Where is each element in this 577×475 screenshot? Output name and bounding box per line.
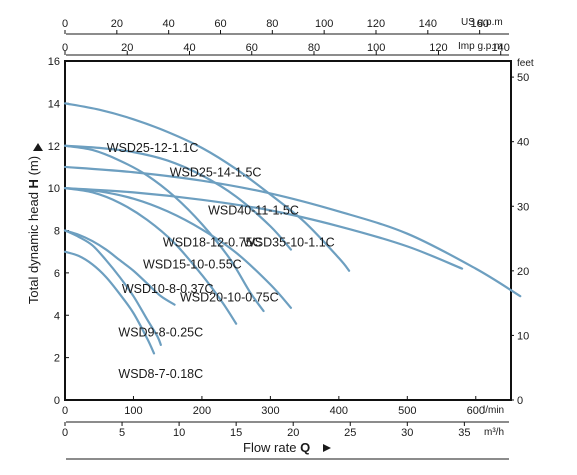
label-wsd35-10-1-1c: WSD35-10-1.1C [243,235,335,249]
bottom-m3h-axis: m³/h 0 5 10 15 20 25 30 35 [62,421,509,439]
y-tick-label: 8 [54,226,60,238]
x-axis-title-group: Flow rate Q [66,440,509,460]
curve-wsd10-8-0-37c [63,229,176,306]
curve-wsd8-7-0-18c [63,250,156,355]
top-us-gpm-tick-label: 20 [111,18,123,30]
y-tick-label: 14 [48,98,60,110]
bottom-m3h-tick-label: 0 [62,427,68,439]
label-wsd40-11-1-5c: WSD40-11-1.5C [208,204,299,218]
right-tick-label: 10 [517,330,529,342]
label-wsd15-10-0-55c: WSD15-10-0.55C [143,258,242,272]
x-axis-title-arrow [323,444,331,452]
y-tick-label: 12 [48,141,60,153]
y-tick-label: 6 [54,268,60,280]
x-axis-title-prefix: Flow rate [243,440,300,455]
top-imp-gpm-unit: Imp g.p.m [458,41,502,52]
x-tick-label: 600 [467,405,485,417]
x-tick-label: 500 [398,405,416,417]
top-imp-gpm-tick-label: 20 [121,42,133,54]
label-wsd10-8-0-37c: WSD10-8-0.37C [122,282,214,296]
x-tick-label: 100 [124,405,142,417]
bottom-m3h-tick-label: 35 [458,427,470,439]
top-us-gpm-tick-label: 140 [419,18,437,30]
y-axis-title-arrow [33,143,43,151]
curve-wsd25-14-1-5c [63,102,351,272]
label-wsd8-7-0-18c: WSD8-7-0.18C [118,367,203,381]
y-tick-label: 16 [48,56,60,68]
curve-wsd40-11-1-5c [63,187,464,270]
label-wsd20-10-0-75c: WSD20-10-0.75C [180,290,279,304]
y-tick-label: 0 [54,395,60,407]
y-axis: Total dynamic head H (m) 0 2 4 6 8 10 12 14 16 [26,56,69,407]
bottom-m3h-tick-label: 30 [401,427,413,439]
bottom-m3h-tick-label: 10 [173,427,185,439]
y-axis-title-unit: (m) [26,156,41,179]
x-tick-label: 300 [261,405,279,417]
top-us-gpm-tick-label: 100 [315,18,333,30]
x-axis-unit: l/min [483,405,504,416]
right-tick-label: 40 [517,137,529,149]
top-imp-gpm-tick-label: 120 [429,42,447,54]
y-tick-label: 10 [48,183,60,195]
top-imp-gpm-tick-label: 80 [308,42,320,54]
top-imp-gpm-tick-label: 100 [367,42,385,54]
bottom-m3h-tick-label: 25 [344,427,356,439]
label-wsd9-8-0-25c: WSD9-8-0.25C [118,325,203,339]
top-imp-gpm-tick-label: 40 [183,42,195,54]
y-axis-title-prefix: Total dynamic head [26,188,41,304]
top-us-gpm-tick-label: 60 [214,18,226,30]
top-us-gpm-tick-label: 40 [163,18,175,30]
x-axis-title: Flow rate Q [243,440,310,455]
x-tick-label: 200 [193,405,211,417]
right-feet-unit: feet [517,58,534,69]
right-tick-label: 50 [517,72,529,84]
right-tick-label: 30 [517,201,529,213]
curve-wsd15-10-0-55c [63,187,238,325]
bottom-m3h-tick-label: 20 [287,427,299,439]
top-imp-gpm-axis: Imp g.p.m 0 20 40 60 80 100 120 140 [62,41,510,56]
right-tick-label: 20 [517,266,529,278]
label-wsd25-14-1-5c: WSD25-14-1.5C [170,165,262,179]
pump-curve-labels: WSD8-7-0.18CWSD9-8-0.25CWSD10-8-0.37CWSD… [107,141,335,381]
bottom-m3h-unit: m³/h [484,427,504,438]
right-tick-label: 0 [517,395,523,407]
x-axis: l/min 0 100 200 300 400 500 600 [62,396,504,417]
y-axis-title-symbol: H [26,179,41,188]
top-imp-gpm-tick-label: 140 [492,42,510,54]
top-us-gpm-tick-label: 0 [62,18,68,30]
curve-wsd25-12-1-1c [63,144,293,251]
top-imp-gpm-tick-label: 60 [246,42,258,54]
top-us-gpm-tick-label: 80 [266,18,278,30]
top-us-gpm-unit: US g.p.m [461,17,503,28]
plot-area-frame [64,60,512,401]
right-feet-axis: feet 0 10 20 30 40 50 [510,58,534,407]
top-us-gpm-axis: US g.p.m 0 20 40 60 80 100 120 140 160 [62,17,509,35]
label-wsd25-12-1-1c: WSD25-12-1.1C [107,141,199,155]
top-us-gpm-tick-label: 160 [470,18,488,30]
label-wsd18-12-0-75c: WSD18-12-0.75C [163,235,262,249]
x-axis-title-symbol: Q [300,440,310,455]
curve-wsd9-8-0-25c [63,229,162,347]
y-tick-label: 2 [54,353,60,365]
bottom-m3h-tick-label: 5 [119,427,125,439]
curve-wsd35-10-1-1c [63,165,522,298]
y-tick-label: 4 [54,310,60,322]
x-tick-label: 400 [330,405,348,417]
bottom-m3h-tick-label: 15 [230,427,242,439]
pump-curves [63,102,522,355]
top-us-gpm-tick-label: 120 [367,18,385,30]
top-imp-gpm-tick-label: 0 [62,42,68,54]
curve-wsd20-10-0-75c [63,187,293,309]
y-axis-title: Total dynamic head H (m) [26,156,41,304]
x-tick-label: 0 [62,405,68,417]
